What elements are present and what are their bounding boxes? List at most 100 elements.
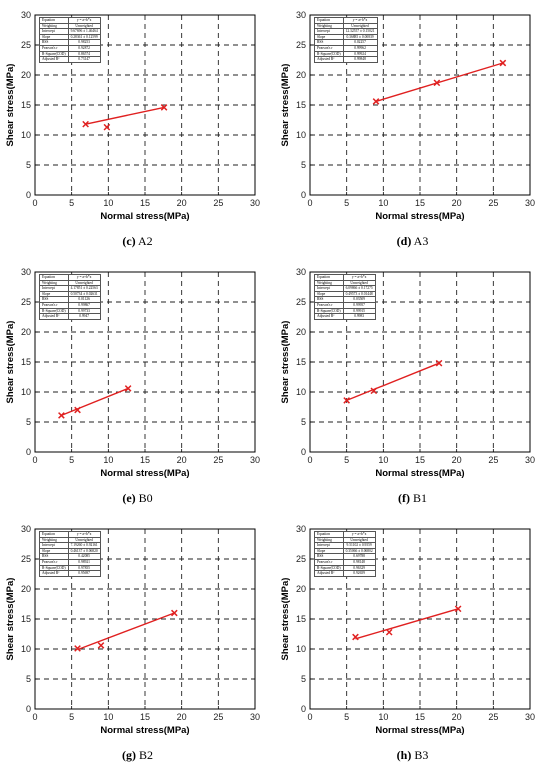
data-point bbox=[454, 605, 462, 613]
fit-stats-table: Equation y = a+b*x Weighting Unweighted Inte… bbox=[314, 531, 376, 577]
fit-stat-value: 9.51102 ± 0.9559 bbox=[342, 542, 376, 549]
data-point bbox=[352, 633, 359, 641]
y-tick-label: 15 bbox=[296, 614, 306, 624]
y-tick-label: 30 bbox=[296, 267, 306, 277]
panel-letter: (e) bbox=[122, 491, 136, 505]
data-point bbox=[74, 406, 81, 414]
fit-stats-row: Adjusted R² 0.99848 bbox=[314, 56, 378, 63]
fit-line bbox=[85, 106, 165, 125]
panel-caption: (f) B1 bbox=[275, 491, 550, 506]
data-point bbox=[385, 628, 393, 636]
fit-stats-row: R-Square(COD) 0.99733 bbox=[39, 307, 101, 315]
fit-stat-value: y = a+b*x bbox=[342, 274, 376, 281]
y-tick-label: 20 bbox=[21, 584, 31, 594]
x-tick-label: 15 bbox=[140, 198, 150, 208]
y-tick-label: 20 bbox=[296, 327, 306, 337]
x-tick-label: 10 bbox=[103, 712, 113, 722]
panel-caption: (h) B3 bbox=[275, 748, 550, 763]
fit-stat-value: Unweighted bbox=[342, 22, 378, 30]
chart-svg: 0 5 10 15 20 25 30 0 5 10 15 20 25 30 Normal stress(MP… bbox=[5, 524, 260, 736]
x-tick-label: 30 bbox=[250, 198, 260, 208]
y-tick-label: 30 bbox=[21, 267, 31, 277]
chart-panel-b1: 0 5 10 15 20 25 30 0 5 10 15 20 25 30 Normal stress(MP… bbox=[275, 257, 550, 514]
fit-stats-row: Adjusted R² 0.73147 bbox=[39, 56, 101, 63]
data-point bbox=[160, 104, 168, 111]
fit-stat-value: 0.99915 bbox=[342, 307, 376, 315]
y-tick-label: 20 bbox=[21, 327, 31, 337]
fit-stat-name: Adjusted R² bbox=[39, 313, 69, 320]
x-tick-label: 30 bbox=[250, 712, 260, 722]
fit-stat-name: R-Square(COD) bbox=[39, 307, 69, 315]
fit-stats-row: Weighting Unweighted bbox=[314, 22, 378, 30]
x-axis-label: Normal stress(MPa) bbox=[375, 468, 464, 479]
fit-stats-table: Equation y = a+b*x Weighting Unweighted Inte… bbox=[39, 274, 101, 320]
x-tick-label: 0 bbox=[32, 455, 37, 465]
y-tick-label: 15 bbox=[21, 100, 31, 110]
fit-stats-row: Equation y = a+b*x bbox=[314, 17, 378, 24]
data-point bbox=[343, 397, 350, 404]
fit-stats-row: Intercept 6.09866 ± 0.17275 bbox=[314, 285, 376, 292]
y-tick-label: 5 bbox=[301, 674, 306, 684]
chart-panel-b3: 0 5 10 15 20 25 30 0 5 10 15 20 25 30 Normal stress(MP… bbox=[275, 514, 550, 771]
x-tick-label: 10 bbox=[103, 198, 113, 208]
fit-stat-value: 0.99733 bbox=[67, 307, 101, 315]
panel-name: B2 bbox=[135, 748, 153, 762]
panel-caption: (c) A2 bbox=[0, 234, 275, 249]
data-point bbox=[499, 59, 507, 67]
x-tick-label: 25 bbox=[488, 712, 498, 722]
fit-stats-row: RSS 0.01126 bbox=[39, 296, 101, 303]
fit-stat-name: Adjusted R² bbox=[314, 313, 344, 320]
fit-stats-table: Equation y = a+b*x Weighting Unweighted Inte… bbox=[39, 531, 101, 577]
fit-stats-row: RSS 0.03509 bbox=[314, 296, 376, 303]
x-tick-label: 20 bbox=[177, 712, 187, 722]
chart-panel-a3: 0 5 10 15 20 25 30 0 5 10 15 20 25 30 Normal stress(MP… bbox=[275, 0, 550, 257]
y-tick-label: 0 bbox=[301, 704, 306, 714]
x-tick-label: 10 bbox=[103, 455, 113, 465]
fit-stat-name: Adjusted R² bbox=[39, 570, 69, 577]
chart-panel-a2: 0 5 10 15 20 25 30 0 5 10 15 20 25 30 Normal stress(MP… bbox=[0, 0, 275, 257]
y-tick-label: 5 bbox=[301, 160, 306, 170]
fit-stats-row: Equation y = a+b*x bbox=[39, 17, 101, 24]
panel-caption: (d) A3 bbox=[275, 234, 550, 249]
y-tick-label: 30 bbox=[296, 10, 306, 20]
fit-stat-value: 0.99957 bbox=[342, 302, 376, 309]
panel-name: B3 bbox=[411, 748, 429, 762]
data-point bbox=[435, 359, 443, 367]
x-tick-label: 10 bbox=[378, 198, 388, 208]
fit-stats-row: Pearson's r 0.99867 bbox=[39, 302, 101, 309]
x-tick-label: 30 bbox=[525, 198, 535, 208]
x-tick-label: 30 bbox=[525, 712, 535, 722]
y-tick-label: 10 bbox=[296, 644, 306, 654]
y-axis-label: Shear stress(MPa) bbox=[280, 64, 291, 147]
x-tick-label: 15 bbox=[140, 455, 150, 465]
chart-svg: 0 5 10 15 20 25 30 0 5 10 15 20 25 30 Normal stress(MP… bbox=[280, 267, 535, 479]
fit-stat-value: Unweighted bbox=[67, 279, 101, 287]
fit-stat-value: 0.92659 bbox=[342, 570, 376, 577]
x-tick-label: 25 bbox=[213, 198, 223, 208]
fit-line bbox=[77, 612, 175, 651]
y-tick-label: 10 bbox=[21, 387, 31, 397]
x-tick-label: 5 bbox=[69, 198, 74, 208]
x-axis-label: Normal stress(MPa) bbox=[375, 725, 464, 736]
y-tick-label: 20 bbox=[296, 70, 306, 80]
fit-stat-value: 0.73147 bbox=[67, 56, 101, 63]
fit-stat-value: 0.99867 bbox=[67, 302, 101, 309]
fit-stat-value: 4.17851 ± 0.22563 bbox=[67, 285, 101, 292]
y-tick-label: 5 bbox=[26, 417, 31, 427]
x-tick-label: 0 bbox=[307, 712, 312, 722]
fit-stat-value: 0.9983 bbox=[342, 313, 376, 320]
fit-stat-value: y = a+b*x bbox=[67, 17, 101, 24]
fit-stats-row: Pearson's r 0.99957 bbox=[314, 302, 376, 309]
y-tick-label: 15 bbox=[21, 614, 31, 624]
x-tick-label: 20 bbox=[452, 712, 462, 722]
x-tick-label: 15 bbox=[415, 198, 425, 208]
x-tick-label: 30 bbox=[250, 455, 260, 465]
panel-letter: (h) bbox=[396, 748, 412, 762]
panel-letter: (f) bbox=[397, 491, 410, 505]
data-point bbox=[74, 645, 81, 652]
panel-name: A3 bbox=[411, 234, 429, 248]
fit-stat-value: y = a+b*x bbox=[67, 274, 101, 281]
chart-svg: 0 5 10 15 20 25 30 0 5 10 15 20 25 30 Normal stress(MP… bbox=[280, 524, 535, 736]
fit-stat-name: R-Square(COD) bbox=[314, 307, 344, 315]
